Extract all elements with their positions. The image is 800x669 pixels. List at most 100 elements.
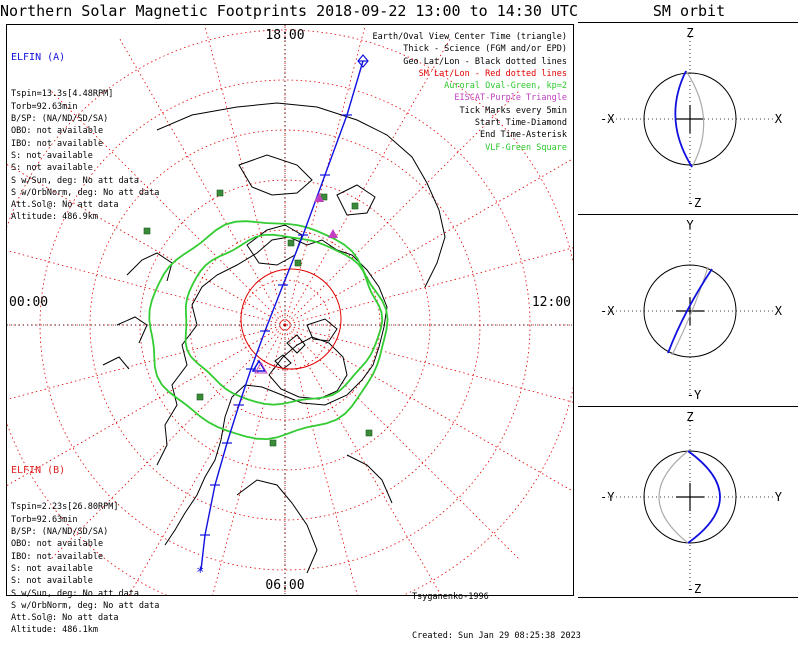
- legend-entry: EISCAT-Purple Triangle: [454, 93, 567, 104]
- longitude-line: [51, 324, 286, 559]
- eiscat-marker: [328, 229, 338, 238]
- longitude-line: [284, 247, 573, 326]
- sm-inner-circle: [240, 268, 342, 370]
- orbit-title: SM orbit: [652, 2, 726, 20]
- longitude-line: [51, 91, 286, 326]
- created-timestamp: Created: Sun Jan 29 08:25:38 2023: [412, 631, 581, 641]
- elfin-a-line: S: not available: [11, 163, 93, 174]
- longitude-line: [7, 250, 286, 326]
- vlf-station-marker: [351, 202, 359, 210]
- orbit-path-far-side: [685, 70, 705, 168]
- legend-entry: Start Time-Diamond: [474, 118, 567, 129]
- longitude-line: [119, 39, 286, 326]
- auroral-oval-outer: [148, 220, 389, 441]
- orbit-axis-label-bottom: -Z: [687, 582, 701, 596]
- orbit-path: [687, 450, 721, 544]
- mlt-label-bottom: 06:00: [265, 578, 304, 593]
- elfin-a-info: ELFIN (A) Tspin=13.3s[4.48RPM] Torb=92.63…: [11, 27, 159, 248]
- elfin-b-line: IBO: not available: [11, 551, 104, 562]
- orbit-axis-label-top: Z: [686, 410, 693, 424]
- longitude-line: [284, 159, 571, 326]
- elfin-b-line: Tspin=2.23s[26.80RPM]: [11, 502, 119, 513]
- track-start-diamond: [357, 54, 369, 68]
- vlf-station-marker: [269, 439, 277, 447]
- sm-pole-circle: [240, 268, 342, 370]
- orbit-axis-label-bottom: -Y: [687, 388, 702, 402]
- elfin-a-line: IBO: not available: [11, 138, 104, 149]
- elfin-b-line: Altitude: 486.1km: [11, 625, 98, 636]
- view-center-triangle-red: [254, 362, 268, 374]
- legend-entry: Thick - Science (FGM and/or EPD): [403, 44, 567, 55]
- elfin-a-line: Tspin=13.3s[4.48RPM]: [11, 89, 114, 100]
- longitude-line: [284, 39, 451, 326]
- model-credit: Tsyganenko-1996: [412, 592, 489, 602]
- orbit-plot-xy: Y -Y -X X: [600, 218, 783, 402]
- orbit-axis-label-right: X: [775, 304, 783, 318]
- elfin-a-track-line: [200, 60, 364, 571]
- orbit-axis-label-left: -Y: [600, 490, 615, 504]
- orbit-axis-label-top: Y: [686, 218, 694, 232]
- credits: Tsyganenko-1996 Created: Sun Jan 29 08:2…: [412, 565, 581, 669]
- vlf-station-marker: [365, 429, 373, 437]
- elfin-b-line: S: not available: [11, 563, 93, 574]
- elfin-a-line: B/SP: (NA/ND/SD/SA): [11, 114, 109, 125]
- elfin-a-name: ELFIN (A): [11, 51, 66, 63]
- elfin-a-line: Att.Sol@: No att data: [11, 200, 119, 211]
- mlt-label-top: 18:00: [265, 28, 304, 43]
- longitude-line: [284, 324, 442, 595]
- elfin-a-line: Torb=92.63min: [11, 101, 78, 112]
- earth-outline: [643, 450, 737, 544]
- legend-entry: Earth/Oval View Center Time (triangle): [372, 32, 567, 42]
- longitude-line: [204, 25, 286, 326]
- elfin-a-line: S w/Sun, deg: No att data: [11, 175, 139, 186]
- orbit-panel-yz: Z -Z -Y Y: [578, 406, 798, 598]
- vlf-station-marker: [287, 239, 295, 247]
- legend-entry: End Time-Asterisk: [480, 130, 567, 141]
- elfin-b-line: OBO: not available: [11, 539, 104, 550]
- legend-entry: Tick Marks every 5min: [459, 105, 567, 116]
- elfin-b-line: S: not available: [11, 576, 93, 587]
- longitude-line: [7, 324, 286, 400]
- eiscat-marker-2: [314, 193, 324, 202]
- elfin-b-name: ELFIN (B): [11, 464, 66, 476]
- orbit-plot-xz: Z -Z -X X: [600, 26, 783, 210]
- auroral-oval-inner: [184, 233, 384, 406]
- elfin-a-line: S: not available: [11, 150, 93, 161]
- mlt-label-right: 12:00: [532, 295, 571, 310]
- vlf-station-marker: [196, 393, 204, 401]
- longitude-line: [284, 324, 573, 403]
- orbit-axis-label-right: Y: [775, 490, 783, 504]
- elfin-a-line: Altitude: 486.9km: [11, 212, 98, 223]
- latitude-circle: [39, 79, 531, 571]
- orbit-path-far-side: [671, 266, 709, 356]
- orbit-axis-label-left: -X: [600, 112, 615, 126]
- elfin-track: *: [196, 54, 369, 581]
- legend-entry: SM Lat/Lon - Red dotted lines: [418, 68, 567, 79]
- mlt-label-left: 00:00: [9, 295, 48, 310]
- elfin-a-line: S w/OrbNorm, deg: No att data: [11, 187, 160, 198]
- sm-longitude-lines: [7, 25, 573, 595]
- orbit-axis-label-bottom: -Z: [687, 196, 701, 210]
- longitude-line: [284, 25, 366, 326]
- longitude-line: [7, 324, 286, 486]
- elfin-b-line: Torb=92.63min: [11, 514, 78, 525]
- elfin-a-details: Tspin=13.3s[4.48RPM] Torb=92.63min B/SP: (…: [11, 88, 159, 223]
- auroral-ovals: [148, 220, 389, 441]
- elfin-b-line: Att.Sol@: No att data: [11, 613, 119, 624]
- orbit-axis-label-right: X: [775, 112, 783, 126]
- elfin-b-line: S w/Sun, deg: No att data: [11, 588, 139, 599]
- elfin-b-line: S w/OrbNorm, deg: No att data: [11, 600, 160, 611]
- vlf-station-marker: [143, 227, 151, 235]
- earth-outline: [643, 264, 737, 358]
- legend-entry: Geo Lat/Lon - Black dotted lines: [403, 56, 567, 67]
- orbit-panel-xy: Y -Y -X X: [578, 214, 798, 407]
- legend-entry: VLF-Green Square: [485, 142, 567, 153]
- longitude-line: [284, 91, 519, 326]
- orbit-panel-xz: Z -Z -X X: [578, 22, 798, 215]
- page-title: Northern Solar Magnetic Footprints 2018-…: [0, 2, 578, 20]
- elfin-b-info: ELFIN (B) Tspin=2.23s[26.80RPM] Torb=92.6…: [11, 440, 159, 661]
- longitude-line: [284, 324, 519, 559]
- orbit-path: [674, 70, 693, 168]
- longitude-line: [284, 324, 571, 491]
- orbit-plot-yz: Z -Z -Y Y: [600, 410, 783, 596]
